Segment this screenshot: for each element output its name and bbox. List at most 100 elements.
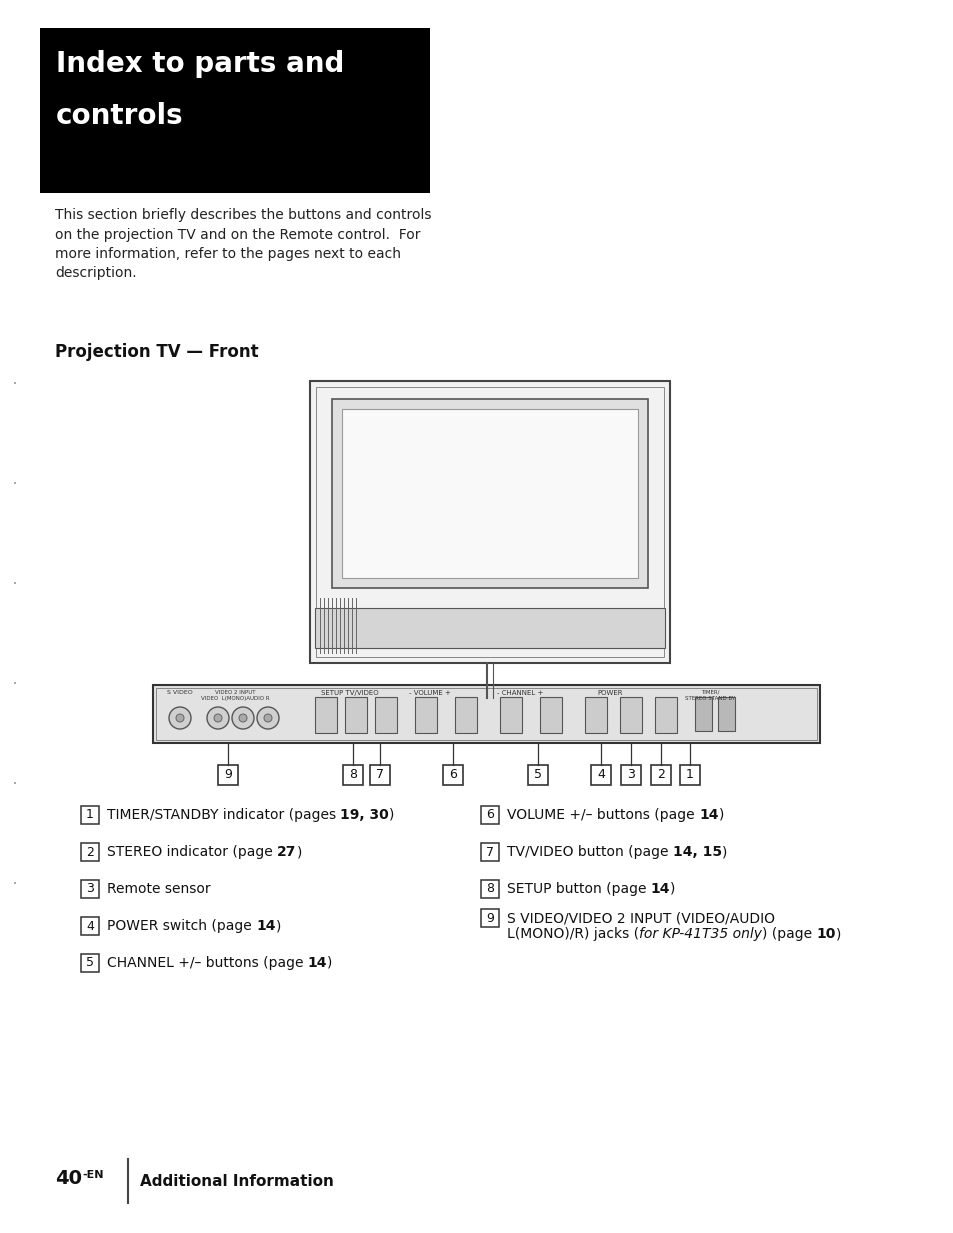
Bar <box>655 697 677 732</box>
Circle shape <box>232 707 253 729</box>
Text: TIMER/
STEREO STAND BY: TIMER/ STEREO STAND BY <box>684 690 735 700</box>
Bar <box>442 764 462 785</box>
Ellipse shape <box>399 700 579 715</box>
Text: POWER switch (page: POWER switch (page <box>107 919 255 933</box>
Text: 2: 2 <box>86 846 93 858</box>
Text: controls: controls <box>56 102 183 129</box>
Text: 8: 8 <box>349 768 356 782</box>
Bar <box>455 697 476 732</box>
Text: ): ) <box>389 808 395 822</box>
Text: 40: 40 <box>55 1169 82 1189</box>
Bar <box>480 880 498 898</box>
Text: 9: 9 <box>224 768 232 782</box>
Bar <box>314 608 664 649</box>
Text: ) (page: ) (page <box>761 927 816 941</box>
Text: L(MONO)/R) jacks (: L(MONO)/R) jacks ( <box>506 927 639 941</box>
Text: ): ) <box>835 927 841 941</box>
Text: STEREO indicator (page: STEREO indicator (page <box>107 845 276 859</box>
Text: 14: 14 <box>255 919 275 933</box>
Text: Additional Information: Additional Information <box>140 1174 334 1189</box>
Bar <box>695 697 711 731</box>
Text: 14: 14 <box>308 956 327 970</box>
Circle shape <box>256 707 278 729</box>
Text: TIMER/STANDBY indicator (pages: TIMER/STANDBY indicator (pages <box>107 808 340 822</box>
Text: SETUP TV/VIDEO: SETUP TV/VIDEO <box>321 690 378 695</box>
Text: VIDEO 2 INPUT
VIDEO  L(MONO)AUDIO R: VIDEO 2 INPUT VIDEO L(MONO)AUDIO R <box>200 690 269 700</box>
Bar <box>218 764 237 785</box>
Text: ): ) <box>718 808 723 822</box>
Text: 2: 2 <box>657 768 664 782</box>
Text: 27: 27 <box>276 845 296 859</box>
Text: TV/VIDEO button (page: TV/VIDEO button (page <box>506 845 672 859</box>
Bar <box>415 697 436 732</box>
Bar <box>375 697 396 732</box>
Text: 9: 9 <box>485 911 494 925</box>
Text: 6: 6 <box>485 809 494 821</box>
Text: ): ) <box>670 882 675 896</box>
Bar <box>81 917 99 935</box>
Bar <box>499 697 521 732</box>
Text: 6: 6 <box>449 768 456 782</box>
Bar <box>156 688 816 740</box>
Text: 19, 30: 19, 30 <box>340 808 389 822</box>
Text: 14, 15: 14, 15 <box>672 845 721 859</box>
Bar <box>718 697 734 731</box>
Text: POWER: POWER <box>597 690 622 695</box>
Bar <box>527 764 547 785</box>
Bar <box>590 764 610 785</box>
Bar <box>81 806 99 824</box>
Text: 1: 1 <box>86 809 93 821</box>
Bar <box>343 764 363 785</box>
Text: SETUP button (page: SETUP button (page <box>506 882 650 896</box>
Circle shape <box>169 707 191 729</box>
Text: ): ) <box>721 845 726 859</box>
Text: ): ) <box>275 919 281 933</box>
Text: 4: 4 <box>597 768 604 782</box>
Bar <box>619 697 641 732</box>
Text: - CHANNEL +: - CHANNEL + <box>497 690 542 695</box>
Bar <box>81 954 99 972</box>
Text: 5: 5 <box>534 768 541 782</box>
Text: -EN: -EN <box>82 1170 103 1180</box>
Bar <box>332 399 647 588</box>
Circle shape <box>213 714 222 723</box>
Text: Projection TV — Front: Projection TV — Front <box>55 343 258 361</box>
Bar <box>679 764 700 785</box>
Text: S VIDEO: S VIDEO <box>167 690 193 695</box>
Bar <box>81 843 99 861</box>
Bar <box>370 764 390 785</box>
Bar <box>152 686 820 743</box>
Bar <box>315 387 663 657</box>
Text: This section briefly describes the buttons and controls
on the projection TV and: This section briefly describes the butto… <box>55 208 431 280</box>
Text: 7: 7 <box>375 768 384 782</box>
Text: 4: 4 <box>86 920 93 932</box>
Text: 10: 10 <box>816 927 835 941</box>
Text: CHANNEL +/– buttons (page: CHANNEL +/– buttons (page <box>107 956 308 970</box>
Circle shape <box>207 707 229 729</box>
Bar <box>81 880 99 898</box>
Text: - VOLUME +: - VOLUME + <box>409 690 451 695</box>
Bar <box>345 697 367 732</box>
Text: ): ) <box>296 845 301 859</box>
Bar <box>480 806 498 824</box>
Text: 14: 14 <box>650 882 670 896</box>
Text: S VIDEO/VIDEO 2 INPUT (VIDEO/AUDIO: S VIDEO/VIDEO 2 INPUT (VIDEO/AUDIO <box>506 911 774 925</box>
Bar <box>539 697 561 732</box>
Text: 1: 1 <box>685 768 693 782</box>
Bar <box>40 28 430 194</box>
Bar <box>584 697 606 732</box>
Circle shape <box>239 714 247 723</box>
Text: for KP-41T35 only: for KP-41T35 only <box>639 927 761 941</box>
Bar <box>480 909 498 927</box>
Text: 8: 8 <box>485 883 494 895</box>
Bar <box>620 764 640 785</box>
Text: 3: 3 <box>86 883 93 895</box>
Text: 5: 5 <box>86 957 94 969</box>
Bar <box>341 409 638 578</box>
Text: 7: 7 <box>485 846 494 858</box>
Text: 14: 14 <box>699 808 718 822</box>
Text: 3: 3 <box>626 768 635 782</box>
Circle shape <box>175 714 184 723</box>
Bar <box>650 764 670 785</box>
Text: Index to parts and: Index to parts and <box>56 51 344 78</box>
